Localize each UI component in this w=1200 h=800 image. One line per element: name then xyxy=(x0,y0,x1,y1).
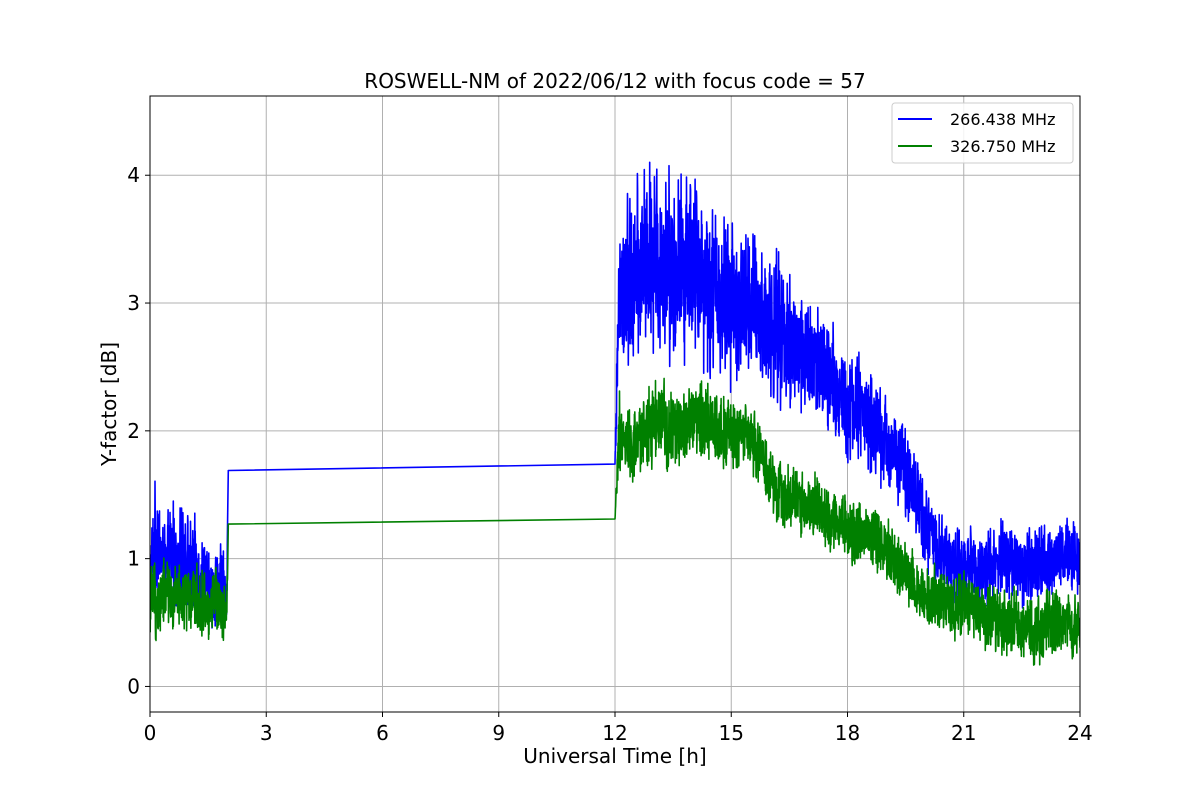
series-layer xyxy=(150,161,1080,666)
y-axis-label: Y-factor [dB] xyxy=(97,342,121,467)
x-tick-label: 0 xyxy=(144,721,157,745)
legend-label-266-mhz: 266.438 MHz xyxy=(950,110,1055,129)
x-tick-label: 18 xyxy=(835,721,860,745)
x-tick-label: 15 xyxy=(719,721,744,745)
x-axis-label: Universal Time [h] xyxy=(523,744,706,768)
legend: 266.438 MHz 326.750 MHz xyxy=(891,102,1074,164)
series-line-0 xyxy=(150,161,1080,629)
x-tick-label: 21 xyxy=(951,721,976,745)
y-tick-label: 4 xyxy=(127,163,140,187)
x-tick-label: 12 xyxy=(602,721,627,745)
y-tick-label: 1 xyxy=(127,547,140,571)
y-tick-label: 3 xyxy=(127,291,140,315)
legend-label-326-mhz: 326.750 MHz xyxy=(950,137,1055,156)
x-tick-label: 6 xyxy=(376,721,389,745)
y-tick-label: 2 xyxy=(127,419,140,443)
chart-title: ROSWELL-NM of 2022/06/12 with focus code… xyxy=(364,69,865,93)
x-tick-label: 3 xyxy=(260,721,273,745)
y-tick-label: 0 xyxy=(127,674,140,698)
series-line-1 xyxy=(150,377,1080,666)
x-tick-label: 24 xyxy=(1067,721,1092,745)
legend-box xyxy=(891,102,1074,164)
x-tick-label: 9 xyxy=(492,721,505,745)
